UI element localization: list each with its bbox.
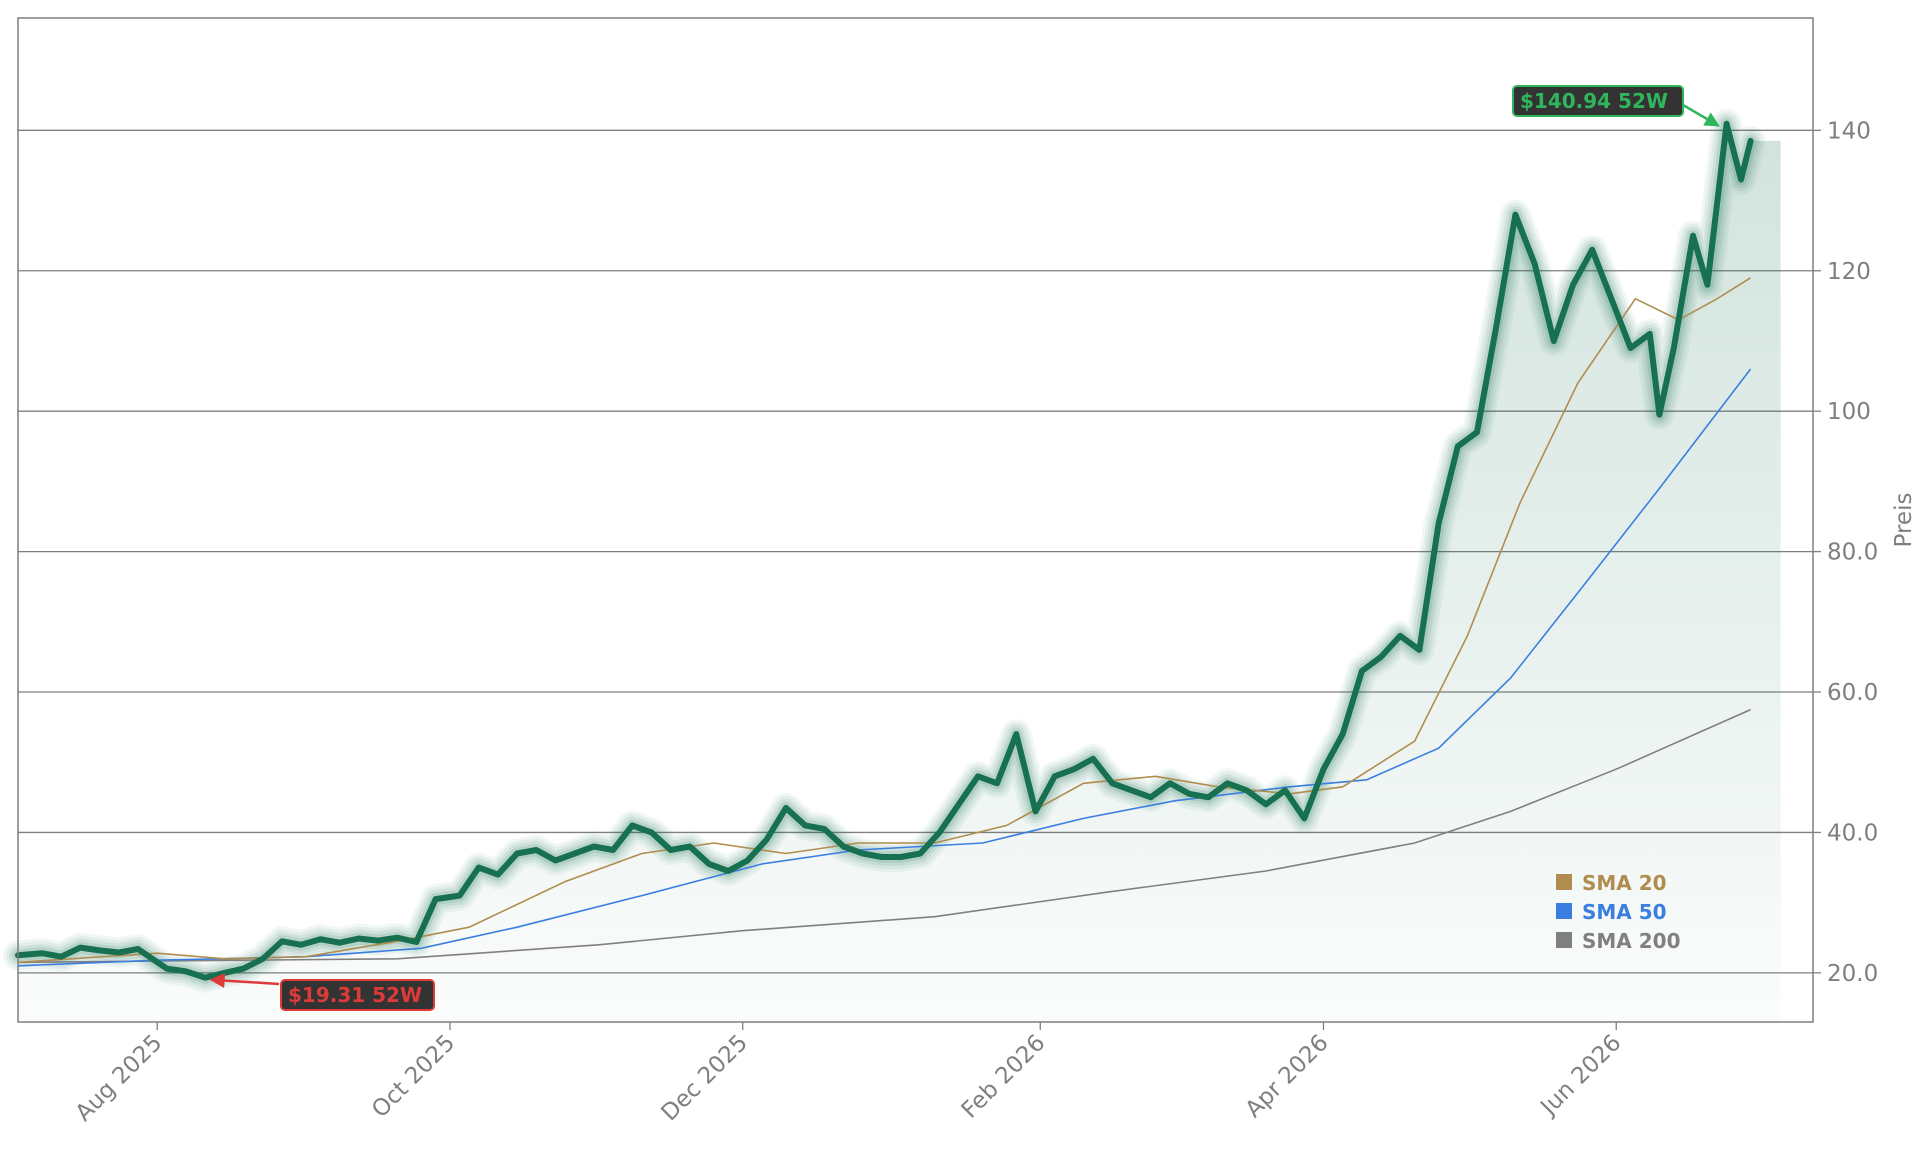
legend-swatch — [1556, 903, 1572, 919]
legend-swatch — [1556, 932, 1572, 948]
x-tick-label: Feb 2026 — [957, 1030, 1051, 1124]
low-annotation: $19.31 52W — [209, 973, 435, 1011]
y-axis-label: Preis — [1891, 493, 1917, 548]
y-tick-label: 100 — [1827, 399, 1871, 425]
x-tick-label: Dec 2025 — [657, 1030, 753, 1126]
low-label-box — [280, 979, 435, 1011]
y-tick-label: 120 — [1827, 259, 1871, 285]
y-tick-label: 80.0 — [1827, 540, 1878, 566]
high-label: $140.94 52W — [1520, 89, 1668, 113]
legend-label: SMA 200 — [1582, 929, 1681, 953]
x-tick-label: Aug 2025 — [71, 1030, 168, 1127]
price-line — [15, 120, 1754, 981]
y-axis: 20.0 40.0 60.0 80.0 100 120 140 — [1813, 118, 1878, 987]
price-area-fill — [18, 123, 1781, 1022]
y-tick-label: 20.0 — [1827, 961, 1878, 987]
legend-label: SMA 50 — [1582, 900, 1667, 924]
sma50-line — [17, 368, 1752, 967]
high-annotation: $140.94 52W — [1512, 85, 1720, 127]
x-tick-label: Apr 2026 — [1241, 1030, 1334, 1123]
y-tick-label: 140 — [1827, 118, 1871, 144]
legend-label: SMA 20 — [1582, 871, 1667, 895]
x-tick-label: Jun 2026 — [1535, 1030, 1627, 1122]
legend: SMA 20 SMA 50 SMA 200 — [1556, 871, 1681, 953]
low-label: $19.31 52W — [288, 983, 422, 1007]
x-axis: Aug 2025 Oct 2025 Dec 2025 Feb 2026 Apr 2026… — [71, 1022, 1627, 1127]
x-tick-label: Oct 2025 — [367, 1030, 460, 1123]
y-tick-label: 40.0 — [1827, 820, 1878, 846]
grid-lines — [18, 129, 1813, 974]
high-label-box — [1512, 85, 1684, 117]
low-arrow — [209, 973, 280, 989]
plot-frame — [17, 17, 1814, 1023]
sma200-line — [17, 708, 1751, 964]
y-tick-label: 60.0 — [1827, 680, 1878, 706]
legend-swatch — [1556, 874, 1572, 890]
high-arrow — [1682, 103, 1720, 127]
